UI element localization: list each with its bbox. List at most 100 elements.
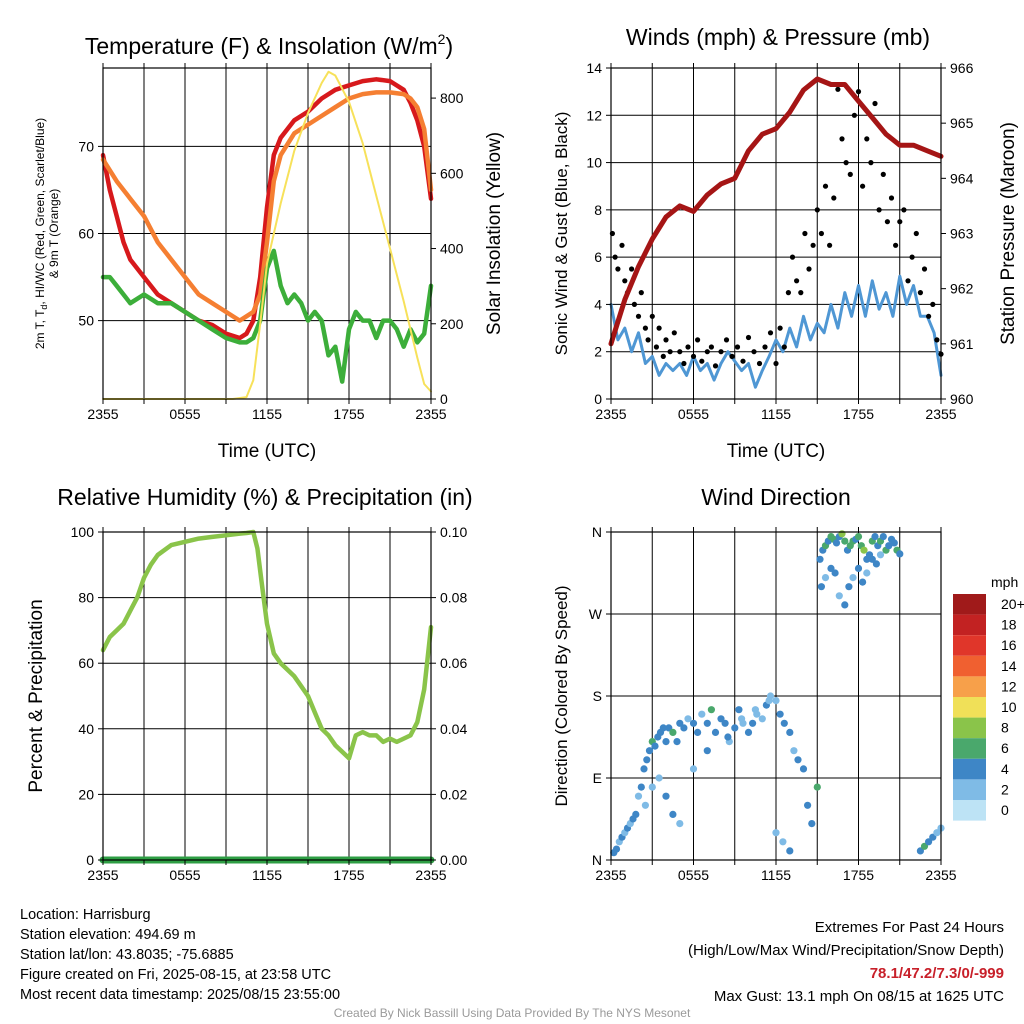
x-tick-label: 2355 xyxy=(87,406,118,422)
y-axis-label: Direction (Colored By Speed) xyxy=(552,585,571,806)
gust-point xyxy=(615,266,621,272)
y-tick-label: 4 xyxy=(594,296,602,312)
direction-point xyxy=(860,546,868,554)
legend-swatch xyxy=(953,717,986,739)
direction-point xyxy=(786,728,794,737)
gust-point xyxy=(729,353,735,359)
x-tick-label: 1755 xyxy=(333,406,364,422)
legend-label: 14 xyxy=(1001,658,1017,674)
gust-point xyxy=(909,254,915,260)
direction-point xyxy=(751,706,760,714)
gust-point xyxy=(699,358,705,364)
x-tick-label: 1155 xyxy=(252,406,282,422)
direction-point xyxy=(645,747,654,755)
y2-tick-label: 0.06 xyxy=(440,655,467,671)
y-tick-label: 60 xyxy=(78,226,94,242)
gust-point xyxy=(855,89,862,95)
legend-label: 4 xyxy=(1001,761,1009,777)
x-tick-label: 0555 xyxy=(678,406,709,422)
direction-point xyxy=(669,810,677,819)
direction-point xyxy=(694,728,702,737)
direction-point xyxy=(863,569,871,577)
gust-point xyxy=(635,313,642,319)
extremes-title: Extremes For Past 24 Hours xyxy=(814,919,1004,936)
gust-point xyxy=(884,219,891,225)
info-location: Location: Harrisburg xyxy=(20,907,151,923)
gust-point xyxy=(860,183,866,189)
temperature-panel: Temperature (F) & Insolation (W/m2)2355 0… xyxy=(33,31,505,462)
direction-point xyxy=(879,533,887,541)
y-tick-label: 50 xyxy=(78,313,94,329)
gust-point xyxy=(802,230,808,237)
legend-swatch xyxy=(953,697,986,718)
y-label-line1: 2m T, Td, HI/WC (Red, Green, Scarlet/Blu… xyxy=(33,118,49,349)
direction-point xyxy=(786,847,794,855)
humidity-title: Relative Humidity (%) & Precipitation (i… xyxy=(57,484,472,510)
y-label-rest: , HI/WC (Red, Green, Scarlet/Blue) xyxy=(33,118,47,305)
gust-point xyxy=(835,86,841,92)
direction-point xyxy=(724,733,732,741)
direction-point xyxy=(721,719,729,727)
winds-title: Winds (mph) & Pressure (mb) xyxy=(626,24,930,50)
direction-point xyxy=(868,555,876,563)
gust-point xyxy=(777,325,783,331)
y-axis-label: 2m T, Td, HI/WC (Red, Green, Scarlet/Blu… xyxy=(33,118,61,349)
direction-point xyxy=(835,592,843,600)
winds-panel: Winds (mph) & Pressure (mb) 2355 0555 1155 1… xyxy=(552,24,1019,462)
direction-point xyxy=(827,564,835,573)
credit-line: Created By Nick Bassill Using Data Provi… xyxy=(333,1006,691,1020)
y-tick-label: N xyxy=(592,524,602,540)
y-tick-label: 0 xyxy=(594,391,602,407)
direction-point xyxy=(872,560,881,568)
legend-label: 18 xyxy=(1001,617,1017,633)
y-tick-label: 80 xyxy=(78,590,94,606)
direction-point xyxy=(637,783,645,791)
y-axis-label: Sonic Wind & Gust (Blue, Black) xyxy=(552,112,571,356)
y2-tick-label: 800 xyxy=(440,90,464,106)
gust-point xyxy=(619,242,625,248)
x-tick-label: 1155 xyxy=(252,867,282,883)
y2-label-text: Solar Insolation (Yellow) xyxy=(484,132,505,335)
gust-point xyxy=(868,160,874,166)
x-tick-label: 2355 xyxy=(925,867,956,883)
y2-tick-label: 400 xyxy=(440,241,464,257)
title-end: ) xyxy=(445,33,453,59)
direction-point xyxy=(680,724,688,732)
direction-point xyxy=(821,574,830,582)
y-tick-label: S xyxy=(593,688,602,704)
info-elevation: Station elevation: 494.69 m xyxy=(20,927,196,943)
series-insolation xyxy=(102,70,432,400)
direction-point xyxy=(640,765,648,773)
gust-point xyxy=(785,290,792,296)
gust-point xyxy=(847,171,853,177)
direction-point xyxy=(641,801,650,809)
gust-point xyxy=(810,242,816,248)
gust-point xyxy=(695,337,701,343)
extremes-subtitle: (High/Low/Max Wind/Precipitation/Snow De… xyxy=(688,942,1004,959)
y2-tick-label: 966 xyxy=(950,60,974,76)
gust-point xyxy=(642,325,649,331)
gust-point xyxy=(901,207,907,213)
gust-point xyxy=(864,136,870,142)
direction-point xyxy=(776,710,784,718)
legend-swatch xyxy=(953,779,986,800)
legend-label: 10 xyxy=(1001,699,1017,715)
y2-tick-label: 962 xyxy=(950,281,974,297)
x-tick-label: 1155 xyxy=(761,406,791,422)
gust-point xyxy=(897,219,903,225)
gust-point xyxy=(745,334,752,341)
gust-point xyxy=(653,344,660,350)
gust-point xyxy=(822,183,829,189)
direction-point xyxy=(703,719,711,727)
direction-point xyxy=(711,728,720,737)
gust-point xyxy=(645,337,651,343)
direction-point xyxy=(854,564,863,573)
direction-point xyxy=(648,783,656,791)
y-tick-label: 100 xyxy=(71,524,95,540)
direction-point xyxy=(749,719,757,727)
direction-point xyxy=(849,574,857,582)
legend-label: 8 xyxy=(1001,720,1009,736)
gust-point xyxy=(831,195,837,201)
direction-point xyxy=(794,756,802,764)
direction-point xyxy=(612,845,621,853)
